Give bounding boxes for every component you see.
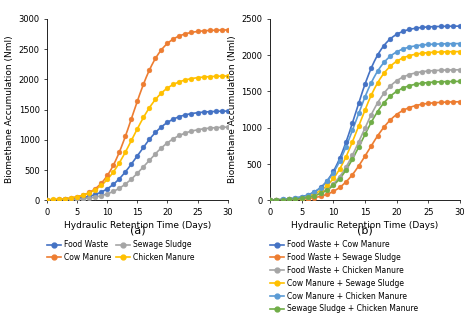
Legend: Food Waste, Cow Manure, Sewage Sludge, Chicken Manure: Food Waste, Cow Manure, Sewage Sludge, C… bbox=[47, 240, 194, 262]
Text: (b): (b) bbox=[357, 226, 373, 236]
Y-axis label: Biomethane Accumulation (Nml): Biomethane Accumulation (Nml) bbox=[228, 36, 237, 183]
Legend: Food Waste + Cow Manure, Food Waste + Sewage Sludge, Food Waste + Chicken Manure: Food Waste + Cow Manure, Food Waste + Se… bbox=[270, 240, 418, 313]
X-axis label: Hydraulic Retention Time (Days): Hydraulic Retention Time (Days) bbox=[292, 221, 438, 230]
Y-axis label: Biomethane Accumulation (Nml): Biomethane Accumulation (Nml) bbox=[6, 36, 15, 183]
Text: (a): (a) bbox=[130, 226, 145, 236]
X-axis label: Hydraulic Retention Time (Days): Hydraulic Retention Time (Days) bbox=[64, 221, 211, 230]
